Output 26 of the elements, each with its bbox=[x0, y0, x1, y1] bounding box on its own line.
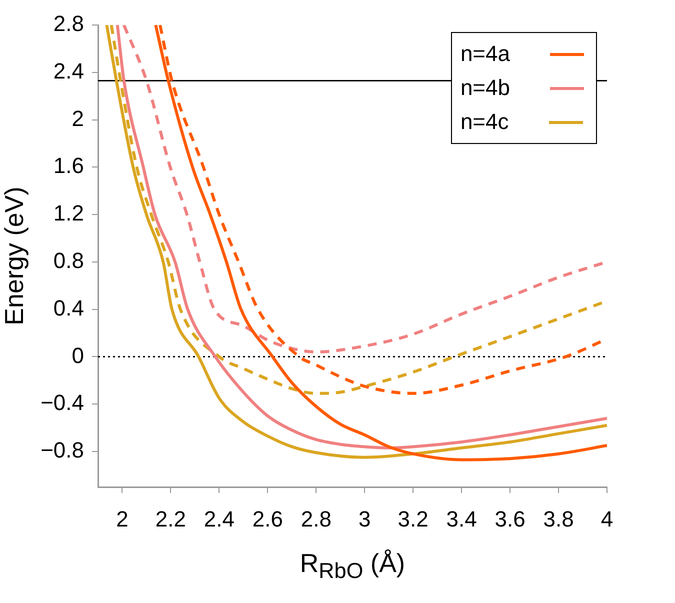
x-tick-label: 2.6 bbox=[252, 506, 283, 532]
y-tick-label: 2.8 bbox=[53, 11, 84, 36]
legend-label: n=4a bbox=[460, 41, 510, 67]
x-tick-label: 2.2 bbox=[155, 506, 186, 532]
x-tick-label: 2 bbox=[116, 506, 128, 532]
y-tick-label: 1.2 bbox=[53, 200, 84, 226]
x-axis-title: R$_{RbO}$ (Å) bbox=[298, 548, 406, 584]
y-tick-label: 0.8 bbox=[53, 248, 84, 273]
y-tick-label: 0 bbox=[72, 342, 84, 368]
x-tick-label: 3.6 bbox=[494, 506, 526, 532]
x-tick-label: 3 bbox=[358, 506, 371, 532]
y-tick-label: 2.4 bbox=[53, 58, 84, 84]
x-tick-label: 2.8 bbox=[300, 506, 332, 532]
x-tick-label: 4 bbox=[600, 506, 614, 532]
y-tick-label: −0.8 bbox=[40, 438, 84, 463]
y-axis-title: Energy (eV) bbox=[0, 186, 29, 326]
x-tick-label: 3.2 bbox=[398, 506, 428, 532]
legend-label: n=4b bbox=[460, 75, 510, 101]
y-tick-label: 1.6 bbox=[53, 153, 84, 178]
x-tick-label: 3.4 bbox=[446, 506, 477, 532]
y-tick-label: 2 bbox=[72, 106, 84, 131]
legend-label: n=4c bbox=[460, 109, 509, 135]
y-tick-label: −0.4 bbox=[40, 390, 84, 416]
x-tick-label: 2.4 bbox=[204, 506, 234, 532]
y-tick-label: 0.4 bbox=[53, 295, 84, 320]
x-tick-label: 3.8 bbox=[543, 506, 574, 532]
